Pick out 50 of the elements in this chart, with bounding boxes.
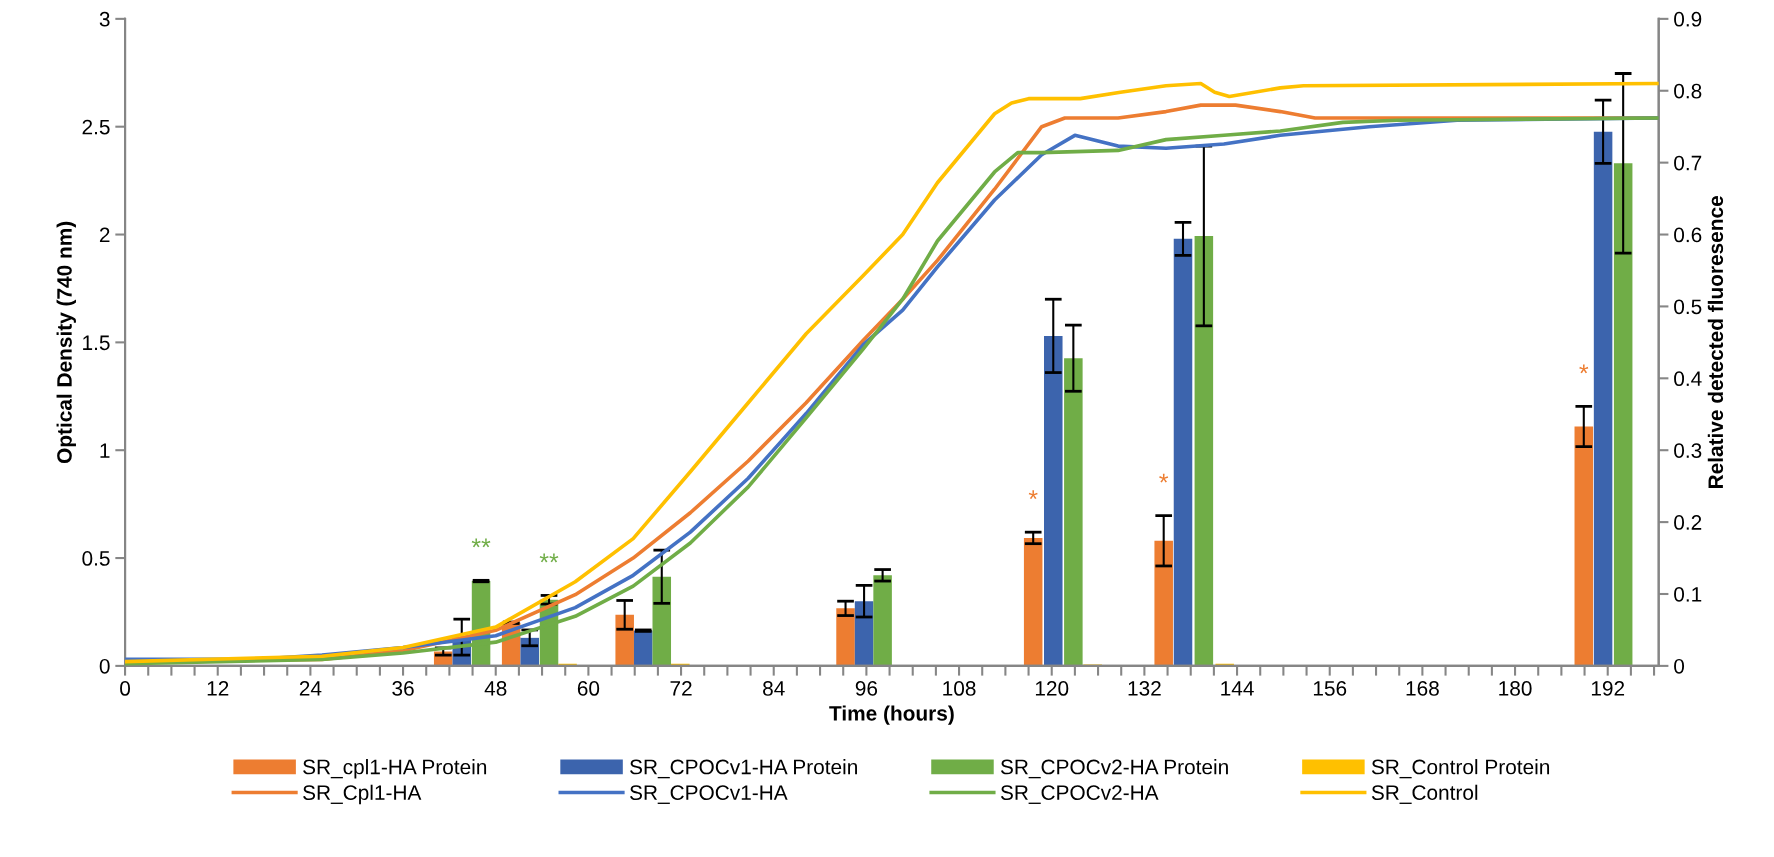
x-tick-label: 72 [670, 681, 692, 696]
y2-tick-label: 0.8 [1674, 83, 1702, 99]
y2-tick-label: 0.2 [1674, 515, 1702, 530]
x-tick-label: 120 [1035, 681, 1069, 696]
y2-tick-label: 0.6 [1674, 227, 1702, 243]
x-tick-label: 156 [1313, 681, 1347, 696]
y-tick-label: 0.5 [82, 551, 110, 566]
legend-label: SR_CPOCv1-HA Protein [630, 759, 857, 779]
x-tick-label: 144 [1221, 681, 1254, 696]
x-tick-label: 84 [763, 681, 785, 696]
x-tick-label: 108 [943, 681, 976, 696]
legend-label: SR_CPOCv2-HA [1000, 785, 1159, 804]
legend-label: SR_Control Protein [1371, 759, 1550, 779]
y2-tick-label: 0.7 [1674, 155, 1702, 171]
legend-label: SR_CPOCv1-HA [630, 785, 788, 804]
x-tick-label: 0 [120, 681, 131, 696]
x-axis-title: Time (hours) [829, 705, 954, 725]
y2-tick-label: 0.5 [1674, 299, 1702, 315]
y2-tick-label: 0 [1674, 658, 1685, 674]
y-tick-label: 1.5 [83, 335, 110, 351]
y-tick-label: 2.5 [82, 119, 110, 135]
data-label: * [1028, 490, 1038, 500]
y2-axis-title: Relative detected fluoresence [1707, 196, 1724, 489]
x-tick-label: 132 [1128, 681, 1161, 696]
y2-tick-label: 0.9 [1674, 11, 1702, 27]
y-axis-title: Optical Density (740 nm) [56, 221, 76, 464]
y-tick-label: 2 [99, 227, 110, 243]
x-tick-label: 180 [1499, 681, 1532, 696]
x-tick-label: 48 [484, 681, 507, 696]
data-label: ** [539, 553, 559, 563]
y-tick-label: 0 [99, 658, 110, 674]
x-tick-label: 36 [392, 681, 414, 696]
y2-tick-label: 0.4 [1674, 371, 1702, 387]
x-tick-label: 24 [299, 681, 322, 696]
x-tick-label: 12 [207, 681, 229, 696]
legend-label: SR_Cpl1-HA [303, 784, 422, 805]
legend-label: SR_Control [1371, 784, 1478, 804]
x-tick-label: 192 [1591, 681, 1625, 696]
x-tick-label: 96 [855, 681, 878, 696]
legend-label: SR_cpl1-HA Protein [303, 759, 487, 779]
x-tick-label: 168 [1406, 681, 1439, 696]
legend-label: SR_CPOCv2-HA Protein [1000, 759, 1228, 779]
data-label: ** [471, 538, 491, 548]
y2-tick-label: 0.3 [1674, 443, 1702, 458]
y-tick-label: 1 [100, 443, 110, 458]
data-label: * [1579, 364, 1589, 374]
y-tick-label: 3 [99, 11, 110, 27]
x-tick-label: 60 [577, 681, 600, 696]
data-label: * [1159, 473, 1169, 483]
y2-tick-label: 0.1 [1674, 587, 1702, 602]
